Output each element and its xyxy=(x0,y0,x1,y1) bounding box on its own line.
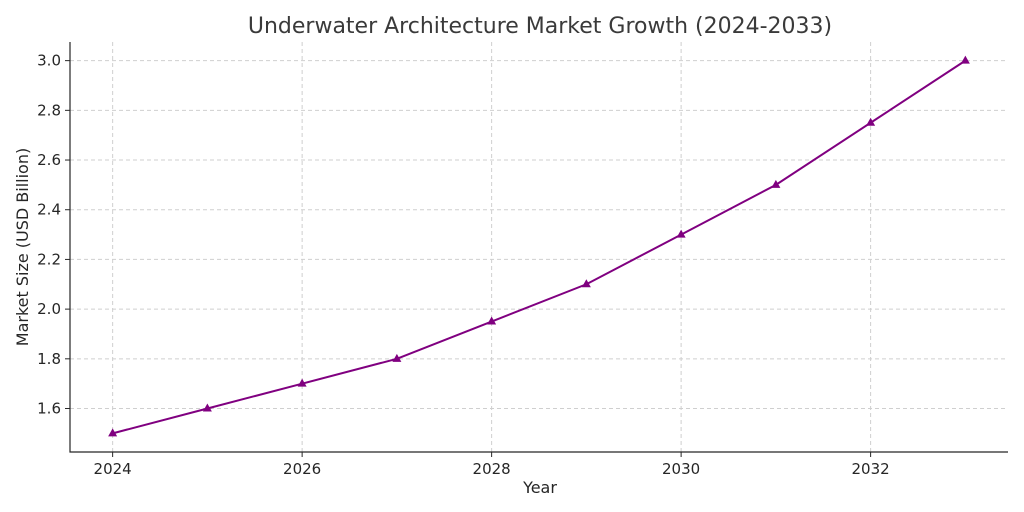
y-tick-label: 2.4 xyxy=(37,201,61,219)
data-point-marker xyxy=(392,353,402,362)
x-tick-label: 2028 xyxy=(473,460,511,478)
data-point-marker xyxy=(108,428,118,437)
x-tick-label: 2032 xyxy=(852,460,890,478)
series-line xyxy=(112,59,966,435)
chart-title: Underwater Architecture Market Growth (2… xyxy=(248,14,832,39)
data-point-marker xyxy=(866,117,876,126)
axis-spines xyxy=(69,42,1008,453)
axes: 2024 2026 2028 2030 2032 1.6 1.8 2.0 2.2 2.4 2.6 2.… xyxy=(37,42,1008,478)
y-tick-label: 1.8 xyxy=(37,350,61,368)
y-tick-label: 2.2 xyxy=(37,250,61,268)
data-point-marker xyxy=(297,378,307,387)
y-tick-label: 2.0 xyxy=(37,300,61,318)
y-tick-label: 2.6 xyxy=(37,151,61,169)
data-point-marker xyxy=(202,403,212,412)
x-axis-label: Year xyxy=(522,478,557,497)
y-tick-label: 3.0 xyxy=(37,52,61,70)
grid xyxy=(70,42,1008,452)
data-point-marker xyxy=(676,229,686,238)
y-tick-label: 1.6 xyxy=(37,400,61,418)
x-tick-label: 2024 xyxy=(94,460,132,478)
data-point-marker xyxy=(771,179,781,188)
series-layer xyxy=(108,55,970,437)
data-point-marker xyxy=(581,279,591,288)
y-tick-label: 2.8 xyxy=(37,101,61,119)
y-axis-label: Market Size (USD Billion) xyxy=(13,148,32,346)
x-tick-label: 2026 xyxy=(283,460,321,478)
data-point-marker xyxy=(960,55,970,64)
data-point-marker xyxy=(487,316,497,325)
x-tick-label: 2030 xyxy=(662,460,700,478)
